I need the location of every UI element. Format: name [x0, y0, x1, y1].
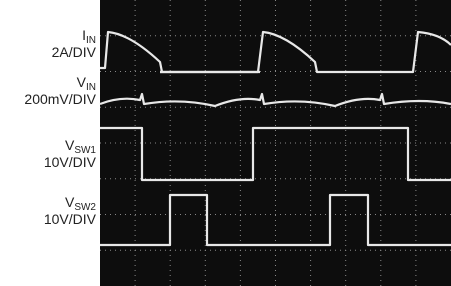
channel-labels: IIN2A/DIVVIN200mV/DIVVSW110V/DIVVSW210V/…	[24, 27, 96, 227]
channel-scale: 10V/DIV	[44, 154, 97, 170]
channel-scale: 2A/DIV	[52, 44, 97, 60]
channel-scale: 200mV/DIV	[24, 91, 96, 107]
channel-scale: 10V/DIV	[44, 211, 97, 227]
scope-figure: IIN2A/DIVVIN200mV/DIVVSW110V/DIVVSW210V/…	[0, 0, 451, 286]
